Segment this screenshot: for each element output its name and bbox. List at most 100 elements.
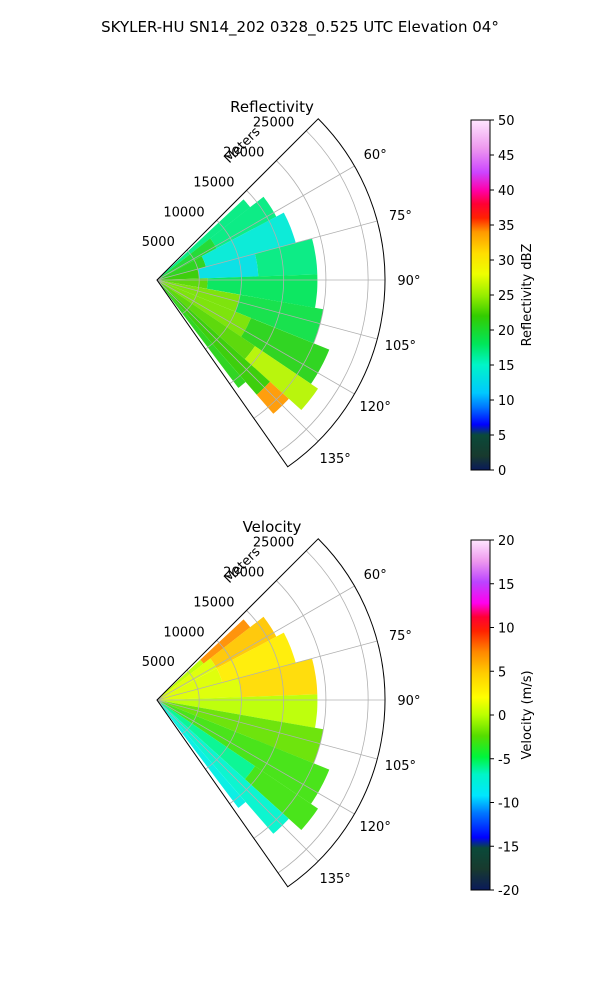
reflectivity-colorbar-tick-5: 25 bbox=[498, 289, 515, 304]
reflectivity-colorbar-tick-1: 5 bbox=[498, 429, 506, 444]
reflectivity-azimuth-tick-5: 135° bbox=[319, 452, 350, 467]
reflectivity-sector-4 bbox=[201, 212, 296, 267]
reflectivity-azimuth-tick-1: 75° bbox=[389, 209, 412, 224]
reflectivity-colorbar-tick-2: 10 bbox=[498, 394, 515, 409]
velocity-azimuth-grid-4 bbox=[156, 699, 355, 815]
reflectivity-azimuth-grid-0 bbox=[156, 165, 355, 281]
reflectivity-sector-9 bbox=[206, 274, 318, 308]
reflectivity-range-grid-3 bbox=[253, 160, 327, 419]
reflectivity-sector-6 bbox=[197, 253, 259, 279]
velocity-sector-4 bbox=[157, 668, 223, 700]
reflectivity-azimuth-grid-5 bbox=[156, 279, 319, 442]
reflectivity-title: Reflectivity bbox=[230, 98, 314, 116]
reflectivity-range-grid-1 bbox=[205, 220, 242, 350]
velocity-colorbar-label: Velocity (m/s) bbox=[520, 670, 535, 759]
reflectivity-colorbar-tick-4: 20 bbox=[498, 324, 515, 339]
reflectivity-sector-18 bbox=[157, 280, 246, 388]
velocity-azimuth-grid-5 bbox=[156, 699, 319, 862]
reflectivity-sector-8 bbox=[157, 278, 208, 289]
reflectivity-colorbar bbox=[470, 119, 491, 471]
reflectivity-polar-frame bbox=[156, 118, 386, 468]
reflectivity-range-tick-4: 25000 bbox=[253, 116, 294, 131]
reflectivity-colorbar-tick-3: 15 bbox=[498, 359, 515, 374]
reflectivity-sector-13 bbox=[241, 318, 330, 384]
velocity-colorbar-tick-5: 5 bbox=[498, 665, 506, 680]
reflectivity-sector-15 bbox=[244, 346, 318, 410]
velocity-range-grid-0 bbox=[180, 669, 200, 735]
velocity-azimuth-grid-1 bbox=[156, 640, 378, 701]
reflectivity-azimuth-grid-4 bbox=[156, 279, 355, 395]
velocity-colorbar-tick-4: 0 bbox=[498, 709, 506, 724]
velocity-sector-7 bbox=[238, 658, 318, 698]
velocity-sector-12 bbox=[244, 766, 318, 830]
velocity-sector-14 bbox=[157, 700, 246, 808]
reflectivity-range-tick-3: 20000 bbox=[223, 146, 264, 161]
reflectivity-colorbar-tick-8: 40 bbox=[498, 184, 515, 199]
velocity-sector-5 bbox=[216, 632, 296, 683]
reflectivity-range-tick-0: 5000 bbox=[142, 235, 175, 250]
velocity-sector-2 bbox=[157, 658, 217, 700]
velocity-colorbar-tick-2: -10 bbox=[498, 797, 519, 812]
velocity-range-tick-3: 20000 bbox=[223, 566, 264, 581]
velocity-sector-9 bbox=[157, 700, 324, 764]
velocity-colorbar bbox=[470, 539, 491, 891]
velocity-sector-11 bbox=[157, 700, 255, 780]
velocity-range-tick-1: 10000 bbox=[163, 625, 204, 640]
velocity-panel: 60° 75° 90° 105° 120° 135° 5000 10000 15000 20000… bbox=[142, 518, 535, 899]
reflectivity-sector-12 bbox=[157, 280, 251, 337]
reflectivity-azimuth-grid-3 bbox=[156, 279, 378, 340]
reflectivity-range-grid-0 bbox=[180, 249, 200, 315]
reflectivity-azimuth-tick-2: 90° bbox=[397, 274, 420, 289]
reflectivity-colorbar-tick-7: 35 bbox=[498, 219, 515, 234]
reflectivity-sector-17 bbox=[256, 381, 289, 414]
reflectivity-colorbar-tick-9: 45 bbox=[498, 149, 515, 164]
reflectivity-azimuth-tick-0: 60° bbox=[364, 148, 387, 163]
reflectivity-sector-10 bbox=[157, 280, 241, 312]
reflectivity-colorbar-tick-10: 50 bbox=[498, 114, 515, 129]
reflectivity-sector-3 bbox=[157, 256, 206, 280]
reflectivity-sector-0 bbox=[157, 199, 251, 280]
reflectivity-azimuth-tick-4: 120° bbox=[360, 400, 391, 415]
velocity-range-grid-1 bbox=[205, 640, 242, 770]
velocity-azimuth-tick-2: 90° bbox=[397, 694, 420, 709]
velocity-colorbar-tick-1: -15 bbox=[498, 840, 519, 855]
velocity-title: Velocity bbox=[243, 518, 302, 536]
velocity-range-grid-3 bbox=[253, 580, 327, 839]
velocity-range-tick-0: 5000 bbox=[142, 655, 175, 670]
reflectivity-range-tick-2: 15000 bbox=[193, 175, 234, 190]
velocity-colorbar-tick-0: -20 bbox=[498, 884, 519, 899]
reflectivity-colorbar-label: Reflectivity dBZ bbox=[520, 244, 535, 347]
velocity-sector-1 bbox=[200, 619, 251, 664]
reflectivity-azimuth-grid-1 bbox=[156, 220, 378, 281]
reflectivity-range-grid-2 bbox=[229, 190, 285, 385]
velocity-sector-3 bbox=[210, 616, 277, 669]
reflectivity-range-grid-4 bbox=[277, 130, 369, 454]
reflectivity-sector-7 bbox=[254, 238, 318, 277]
reflectivity-azimuth-tick-3: 105° bbox=[385, 339, 416, 354]
velocity-azimuth-tick-4: 120° bbox=[360, 820, 391, 835]
velocity-azimuth-tick-1: 75° bbox=[389, 629, 412, 644]
reflectivity-colorbar-tick-6: 30 bbox=[498, 254, 515, 269]
velocity-range-grid-4 bbox=[277, 550, 369, 874]
reflectivity-sector-2 bbox=[210, 196, 277, 249]
velocity-range-tick-4: 25000 bbox=[253, 536, 294, 551]
velocity-sector-0 bbox=[157, 659, 204, 700]
reflectivity-data bbox=[157, 196, 330, 414]
velocity-azimuth-tick-3: 105° bbox=[385, 759, 416, 774]
velocity-azimuth-tick-0: 60° bbox=[364, 568, 387, 583]
velocity-colorbar-tick-3: -5 bbox=[498, 753, 511, 768]
figure-title: SKYLER-HU SN14_202 0328_0.525 UTC Elevat… bbox=[101, 18, 499, 37]
velocity-range-grid-2 bbox=[229, 610, 285, 805]
velocity-azimuth-grid-3 bbox=[156, 699, 378, 760]
reflectivity-sector-1 bbox=[157, 238, 217, 280]
velocity-polar-frame bbox=[156, 538, 386, 888]
velocity-range-tick-2: 15000 bbox=[193, 595, 234, 610]
velocity-colorbar-tick-8: 20 bbox=[498, 534, 515, 549]
velocity-azimuth-grid-0 bbox=[156, 585, 355, 701]
velocity-sector-10 bbox=[157, 700, 330, 804]
velocity-colorbar-tick-7: 15 bbox=[498, 578, 515, 593]
reflectivity-colorbar-tick-0: 0 bbox=[498, 464, 506, 479]
reflectivity-range-tick-1: 10000 bbox=[163, 205, 204, 220]
velocity-azimuth-tick-5: 135° bbox=[319, 872, 350, 887]
